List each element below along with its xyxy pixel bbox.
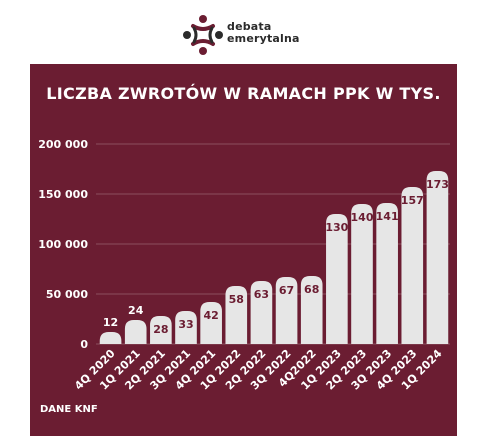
bar: [376, 203, 398, 344]
bar: [275, 277, 298, 344]
bar: [200, 302, 222, 344]
chart-panel: LICZBA ZWROTÓW W RAMACH PPK W TYS. 0 50 0…: [30, 64, 457, 436]
bar: [401, 187, 424, 344]
data-label: 140: [351, 211, 374, 224]
data-label: 33: [178, 318, 193, 331]
bar: [426, 171, 449, 344]
source-label: DANE KNF: [40, 404, 98, 415]
bar: [150, 316, 172, 344]
data-label: 42: [203, 309, 218, 322]
bar: [225, 286, 248, 344]
data-label: 173: [426, 178, 449, 191]
y-tick-label: 50 000: [46, 288, 88, 301]
bar: [250, 281, 273, 344]
logo-icon: [183, 15, 223, 55]
data-label: 12: [103, 316, 118, 329]
data-label: 63: [254, 288, 269, 301]
bar: [351, 204, 373, 344]
data-label: 28: [153, 323, 168, 336]
bar: [99, 332, 122, 344]
brand-name: debata emerytalna: [227, 20, 300, 45]
data-label: 141: [376, 210, 399, 223]
y-tick-label: 100 000: [38, 238, 88, 251]
bar: [124, 320, 147, 344]
bar: [175, 311, 197, 344]
data-label: 67: [279, 284, 294, 297]
data-label: 24: [128, 304, 144, 317]
y-tick-label: 200 000: [38, 138, 88, 151]
data-label: 58: [229, 293, 244, 306]
data-label: 157: [401, 194, 424, 207]
chart-title: LICZBA ZWROTÓW W RAMACH PPK W TYS.: [46, 84, 441, 103]
bar: [300, 276, 323, 344]
y-tick-label: 150 000: [38, 188, 88, 201]
data-label: 68: [304, 283, 319, 296]
data-label: 130: [325, 221, 348, 234]
logo: debata emerytalna: [181, 12, 321, 58]
y-tick-label: 0: [80, 338, 88, 351]
bar: [326, 214, 348, 344]
